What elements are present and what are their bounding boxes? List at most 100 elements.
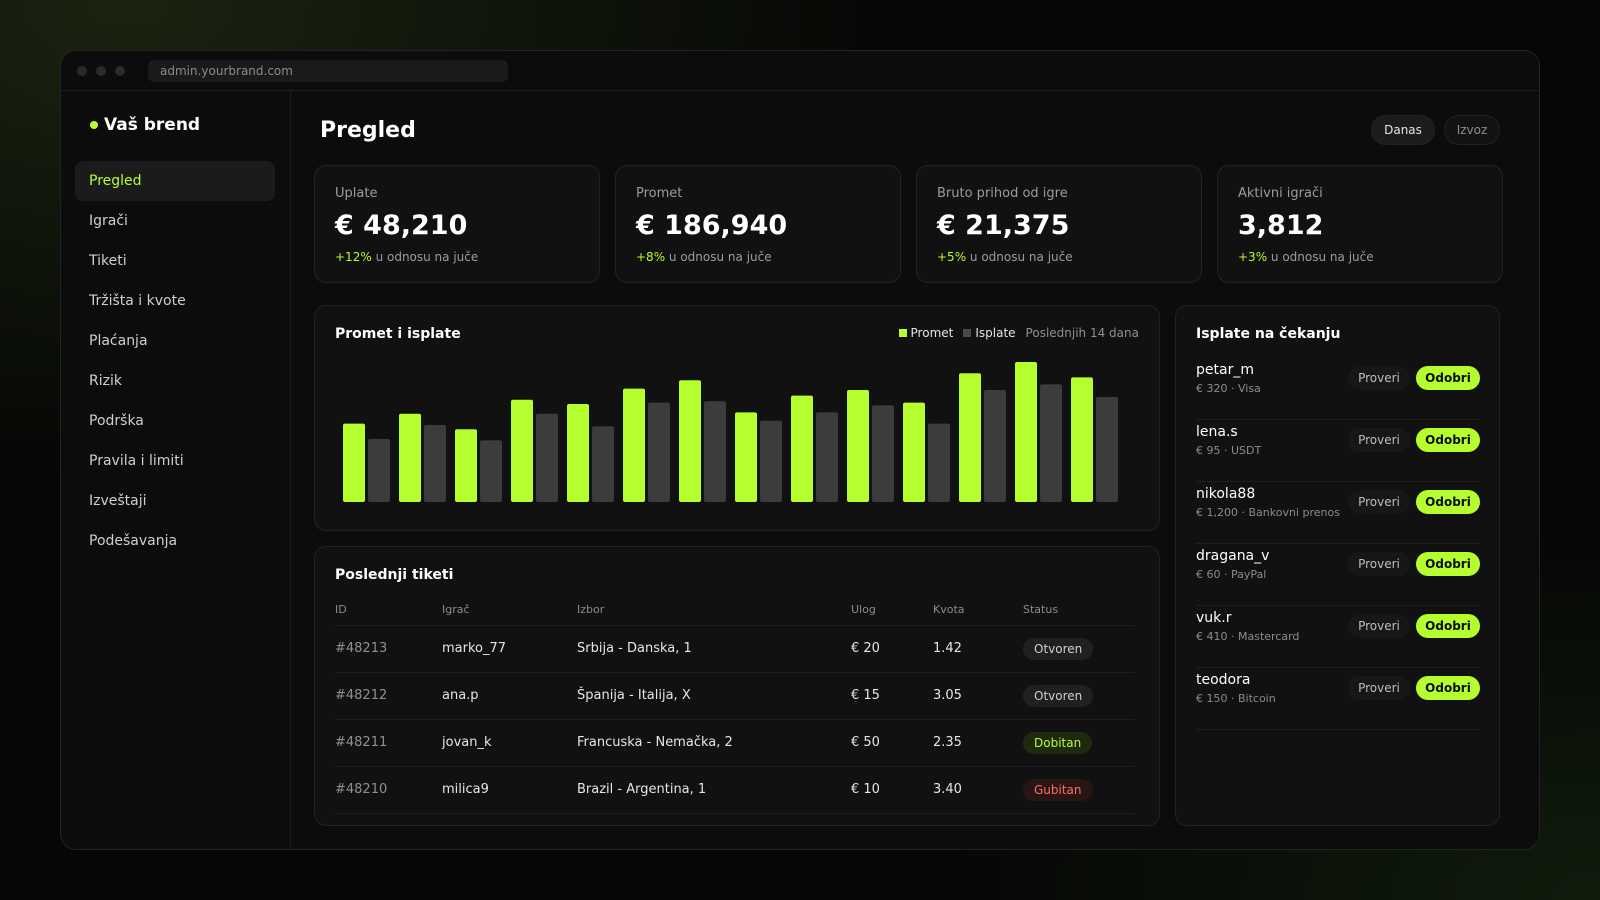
- sidebar-nav: Pregled Igrači Tiketi Tržišta i kvote Pl…: [75, 161, 275, 561]
- bar-promet-12[interactable]: [959, 373, 981, 502]
- bar-isplate-13[interactable]: [1040, 384, 1062, 502]
- bar-isplate-4[interactable]: [536, 413, 558, 502]
- sidebar-item-pravila[interactable]: Pravila i limiti: [89, 453, 184, 469]
- bar-isplate-9[interactable]: [816, 412, 838, 502]
- window-maximize-dot[interactable]: [115, 65, 125, 76]
- table-row[interactable]: #48211 jovan_k Francuska - Nemačka, 2 € …: [335, 719, 1135, 767]
- brand-logo[interactable]: Vaš brend: [90, 115, 200, 135]
- sidebar-item-podrska[interactable]: Podrška: [89, 413, 144, 429]
- check-button[interactable]: Proveri: [1348, 676, 1410, 700]
- bar-promet-5[interactable]: [567, 404, 589, 502]
- bar-promet-2[interactable]: [399, 413, 421, 502]
- bar-promet-14[interactable]: [1071, 377, 1093, 502]
- sidebar-item-placanja[interactable]: Plaćanja: [89, 333, 148, 349]
- bar-promet-7[interactable]: [679, 380, 701, 502]
- today-button[interactable]: Danas: [1371, 115, 1435, 145]
- check-button[interactable]: Proveri: [1348, 490, 1410, 514]
- col-status[interactable]: Status: [1023, 595, 1135, 626]
- window-close-dot[interactable]: [77, 65, 87, 76]
- col-ulog[interactable]: Ulog: [851, 595, 933, 626]
- table-row[interactable]: #48210 milica9 Brazil - Argentina, 1 € 1…: [335, 766, 1135, 814]
- chart-title: Promet i isplate: [335, 326, 461, 342]
- ticket-id: #48213: [335, 625, 442, 673]
- col-igrac[interactable]: Igrač: [442, 595, 577, 626]
- payouts-list: petar_m € 320 · Visa Proveri Odobri lena…: [1196, 358, 1480, 730]
- ticket-pick: Brazil - Argentina, 1: [577, 766, 851, 814]
- bar-isplate-7[interactable]: [704, 401, 726, 502]
- sidebar-item-pregled[interactable]: Pregled: [75, 161, 275, 201]
- sidebar-item-podesavanja[interactable]: Podešavanja: [89, 533, 178, 549]
- ticket-pick: Srbija - Danska, 1: [577, 625, 851, 673]
- bar-isplate-5[interactable]: [592, 426, 614, 502]
- ticket-odds: 2.35: [933, 719, 1023, 767]
- address-bar[interactable]: admin.yourbrand.com: [148, 59, 508, 82]
- ticket-stake: € 10: [851, 766, 933, 814]
- ticket-status-cell: Otvoren: [1023, 625, 1135, 673]
- bar-isplate-11[interactable]: [928, 423, 950, 502]
- export-button[interactable]: Izvoz: [1444, 115, 1500, 145]
- bar-isplate-14[interactable]: [1096, 397, 1118, 502]
- ticket-pick: Francuska - Nemačka, 2: [577, 719, 851, 767]
- list-item: teodora € 150 · Bitcoin Proveri Odobri: [1196, 668, 1480, 730]
- table-row[interactable]: #48212 ana.p Španija - Italija, X € 15 3…: [335, 672, 1135, 720]
- kpi-delta: +5% u odnosu na juče: [937, 250, 1073, 264]
- bar-promet-1[interactable]: [343, 423, 365, 502]
- col-izbor[interactable]: Izbor: [577, 595, 851, 626]
- ticket-status-cell: Otvoren: [1023, 672, 1135, 720]
- approve-button[interactable]: Odobri: [1416, 676, 1480, 700]
- bar-promet-8[interactable]: [735, 412, 757, 502]
- bar-isplate-1[interactable]: [368, 439, 390, 502]
- kpi-delta: +8% u odnosu na juče: [636, 250, 772, 264]
- table-row[interactable]: #48213 marko_77 Srbija - Danska, 1 € 20 …: [335, 625, 1135, 673]
- sidebar-item-igraci[interactable]: Igrači: [89, 213, 128, 229]
- bar-isplate-10[interactable]: [872, 405, 894, 502]
- approve-button[interactable]: Odobri: [1416, 614, 1480, 638]
- bar-promet-3[interactable]: [455, 429, 477, 502]
- list-item: dragana_v € 60 · PayPal Proveri Odobri: [1196, 544, 1480, 606]
- bar-isplate-12[interactable]: [984, 390, 1006, 502]
- kpi-delta-text: u odnosu na juče: [375, 250, 479, 264]
- approve-button[interactable]: Odobri: [1416, 428, 1480, 452]
- kpi-delta-text: u odnosu na juče: [668, 250, 772, 264]
- check-button[interactable]: Proveri: [1348, 428, 1410, 452]
- ticket-stake: € 50: [851, 719, 933, 767]
- check-button[interactable]: Proveri: [1348, 552, 1410, 576]
- sidebar-item-trzista[interactable]: Tržišta i kvote: [89, 293, 186, 309]
- bar-promet-11[interactable]: [903, 402, 925, 502]
- col-id[interactable]: ID: [335, 595, 442, 626]
- window-minimize-dot[interactable]: [96, 65, 106, 76]
- chart-period: Poslednjih 14 dana: [1025, 326, 1139, 340]
- sidebar-item-rizik[interactable]: Rizik: [89, 373, 122, 389]
- ticket-player: ana.p: [442, 672, 577, 720]
- approve-button[interactable]: Odobri: [1416, 366, 1480, 390]
- tickets-title: Poslednji tiketi: [335, 567, 454, 583]
- bar-promet-13[interactable]: [1015, 362, 1037, 502]
- sidebar-item-tiketi[interactable]: Tiketi: [89, 253, 127, 269]
- status-badge: Otvoren: [1023, 684, 1094, 707]
- check-button[interactable]: Proveri: [1348, 614, 1410, 638]
- brand-name: Vaš brend: [104, 115, 201, 135]
- bar-promet-9[interactable]: [791, 395, 813, 502]
- bar-isplate-6[interactable]: [648, 402, 670, 502]
- sidebar-item-izvestaji[interactable]: Izveštaji: [89, 493, 147, 509]
- bar-isplate-2[interactable]: [424, 425, 446, 502]
- bar-promet-10[interactable]: [847, 390, 869, 502]
- kpi-label: Promet: [636, 186, 683, 201]
- bar-promet-4[interactable]: [511, 399, 533, 502]
- approve-button[interactable]: Odobri: [1416, 490, 1480, 514]
- kpi-value: 3,812: [1238, 210, 1324, 241]
- status-badge: Gubitan: [1023, 778, 1093, 801]
- bar-isplate-8[interactable]: [760, 420, 782, 502]
- bar-promet-6[interactable]: [623, 388, 645, 502]
- check-button[interactable]: Proveri: [1348, 366, 1410, 390]
- bar-isplate-3[interactable]: [480, 440, 502, 502]
- legend-item-isplate: Isplate: [963, 326, 1016, 340]
- payout-meta: € 95 · USDT: [1196, 444, 1262, 457]
- payout-meta: € 1,200 · Bankovni prenos: [1196, 506, 1340, 519]
- bar-chart: [343, 362, 1118, 502]
- ticket-id: #48212: [335, 672, 442, 720]
- ticket-status-cell: Dobitan: [1023, 719, 1135, 767]
- col-kvota[interactable]: Kvota: [933, 595, 1023, 626]
- approve-button[interactable]: Odobri: [1416, 552, 1480, 576]
- status-badge: Otvoren: [1023, 637, 1094, 660]
